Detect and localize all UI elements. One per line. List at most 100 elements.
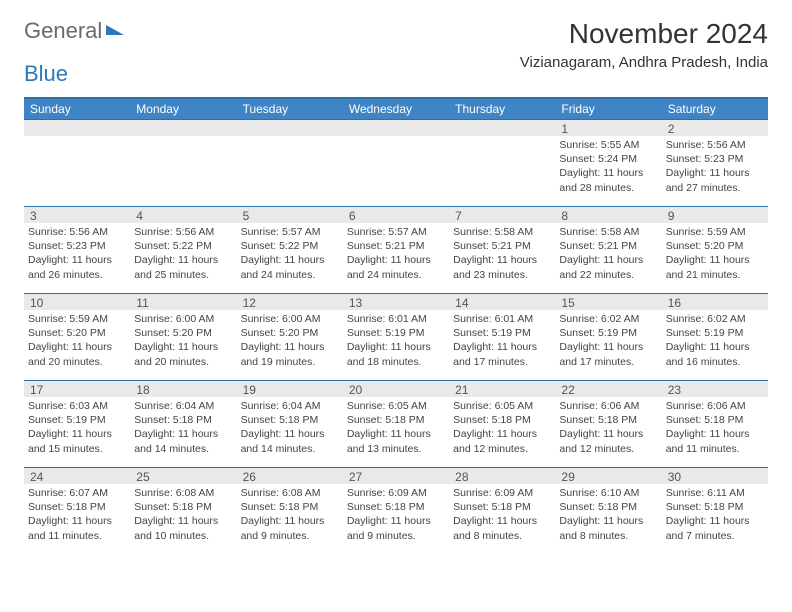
day-body: Sunrise: 6:08 AMSunset: 5:18 PMDaylight:… <box>237 484 343 546</box>
daylight-text: Daylight: 11 hours and 9 minutes. <box>241 514 339 542</box>
day-number: 4 <box>130 207 236 223</box>
day-number: 21 <box>449 381 555 397</box>
day-body: Sunrise: 6:00 AMSunset: 5:20 PMDaylight:… <box>237 310 343 372</box>
daylight-text: Daylight: 11 hours and 24 minutes. <box>241 253 339 281</box>
day-number: 1 <box>555 120 661 136</box>
day-number: 23 <box>662 381 768 397</box>
sunset-text: Sunset: 5:19 PM <box>28 413 126 427</box>
sunrise-text: Sunrise: 6:06 AM <box>666 399 764 413</box>
day-body: Sunrise: 5:59 AMSunset: 5:20 PMDaylight:… <box>662 223 768 285</box>
sunrise-text: Sunrise: 6:10 AM <box>559 486 657 500</box>
daylight-text: Daylight: 11 hours and 28 minutes. <box>559 166 657 194</box>
daylight-text: Daylight: 11 hours and 15 minutes. <box>28 427 126 455</box>
sunset-text: Sunset: 5:19 PM <box>666 326 764 340</box>
daylight-text: Daylight: 11 hours and 7 minutes. <box>666 514 764 542</box>
day-body: Sunrise: 6:03 AMSunset: 5:19 PMDaylight:… <box>24 397 130 459</box>
day-body: Sunrise: 6:09 AMSunset: 5:18 PMDaylight:… <box>449 484 555 546</box>
weekday-saturday: Saturday <box>662 99 768 119</box>
day-number: 7 <box>449 207 555 223</box>
daylight-text: Daylight: 11 hours and 13 minutes. <box>347 427 445 455</box>
sunset-text: Sunset: 5:19 PM <box>559 326 657 340</box>
day-body: Sunrise: 6:01 AMSunset: 5:19 PMDaylight:… <box>343 310 449 372</box>
sunrise-text: Sunrise: 6:07 AM <box>28 486 126 500</box>
sunset-text: Sunset: 5:18 PM <box>453 413 551 427</box>
day-body: Sunrise: 6:05 AMSunset: 5:18 PMDaylight:… <box>449 397 555 459</box>
daylight-text: Daylight: 11 hours and 14 minutes. <box>134 427 232 455</box>
sunset-text: Sunset: 5:22 PM <box>241 239 339 253</box>
sunset-text: Sunset: 5:20 PM <box>241 326 339 340</box>
daylight-text: Daylight: 11 hours and 11 minutes. <box>666 427 764 455</box>
day-cell: 9Sunrise: 5:59 AMSunset: 5:20 PMDaylight… <box>662 207 768 293</box>
day-cell: 8Sunrise: 5:58 AMSunset: 5:21 PMDaylight… <box>555 207 661 293</box>
sunrise-text: Sunrise: 6:04 AM <box>241 399 339 413</box>
day-number: 22 <box>555 381 661 397</box>
day-number: 9 <box>662 207 768 223</box>
sunset-text: Sunset: 5:18 PM <box>559 500 657 514</box>
daylight-text: Daylight: 11 hours and 12 minutes. <box>559 427 657 455</box>
day-body: Sunrise: 5:57 AMSunset: 5:21 PMDaylight:… <box>343 223 449 285</box>
day-cell: 28Sunrise: 6:09 AMSunset: 5:18 PMDayligh… <box>449 468 555 554</box>
day-cell <box>449 120 555 206</box>
day-number: 20 <box>343 381 449 397</box>
day-number: 24 <box>24 468 130 484</box>
calendar: SundayMondayTuesdayWednesdayThursdayFrid… <box>24 97 768 554</box>
sunset-text: Sunset: 5:19 PM <box>347 326 445 340</box>
calendar-page: General November 2024 Vizianagaram, Andh… <box>0 0 792 564</box>
day-body <box>237 136 343 204</box>
weekday-thursday: Thursday <box>449 99 555 119</box>
sunrise-text: Sunrise: 5:58 AM <box>453 225 551 239</box>
day-body: Sunrise: 6:09 AMSunset: 5:18 PMDaylight:… <box>343 484 449 546</box>
day-body: Sunrise: 5:58 AMSunset: 5:21 PMDaylight:… <box>449 223 555 285</box>
day-number: 25 <box>130 468 236 484</box>
day-cell: 23 Sunrise: 6:06 AMSunset: 5:18 PMDayligh… <box>662 381 768 467</box>
day-cell: 13Sunrise: 6:01 AMSunset: 5:19 PMDayligh… <box>343 294 449 380</box>
daylight-text: Daylight: 11 hours and 16 minutes. <box>666 340 764 368</box>
sunset-text: Sunset: 5:21 PM <box>559 239 657 253</box>
day-number <box>237 120 343 136</box>
sunset-text: Sunset: 5:19 PM <box>453 326 551 340</box>
day-cell: 16Sunrise: 6:02 AMSunset: 5:19 PMDayligh… <box>662 294 768 380</box>
weekday-monday: Monday <box>130 99 236 119</box>
week-row: 1Sunrise: 5:55 AMSunset: 5:24 PMDaylight… <box>24 119 768 206</box>
week-row: 3Sunrise: 5:56 AMSunset: 5:23 PMDaylight… <box>24 206 768 293</box>
day-cell: 17Sunrise: 6:03 AMSunset: 5:19 PMDayligh… <box>24 381 130 467</box>
day-cell: 21Sunrise: 6:05 AMSunset: 5:18 PMDayligh… <box>449 381 555 467</box>
sunset-text: Sunset: 5:18 PM <box>666 413 764 427</box>
sunrise-text: Sunrise: 6:06 AM <box>559 399 657 413</box>
daylight-text: Daylight: 11 hours and 19 minutes. <box>241 340 339 368</box>
day-body: Sunrise: 5:55 AMSunset: 5:24 PMDaylight:… <box>555 136 661 198</box>
day-number: 17 <box>24 381 130 397</box>
sunset-text: Sunset: 5:18 PM <box>28 500 126 514</box>
sunset-text: Sunset: 5:18 PM <box>666 500 764 514</box>
day-body: Sunrise: 5:57 AMSunset: 5:22 PMDaylight:… <box>237 223 343 285</box>
sunset-text: Sunset: 5:18 PM <box>559 413 657 427</box>
daylight-text: Daylight: 11 hours and 10 minutes. <box>134 514 232 542</box>
daylight-text: Daylight: 11 hours and 27 minutes. <box>666 166 764 194</box>
day-number <box>343 120 449 136</box>
day-number: 16 <box>662 294 768 310</box>
day-cell: 1Sunrise: 5:55 AMSunset: 5:24 PMDaylight… <box>555 120 661 206</box>
day-number: 5 <box>237 207 343 223</box>
day-body <box>24 136 130 204</box>
day-cell: 4Sunrise: 5:56 AMSunset: 5:22 PMDaylight… <box>130 207 236 293</box>
sunset-text: Sunset: 5:20 PM <box>134 326 232 340</box>
sunset-text: Sunset: 5:20 PM <box>666 239 764 253</box>
daylight-text: Daylight: 11 hours and 23 minutes. <box>453 253 551 281</box>
daylight-text: Daylight: 11 hours and 9 minutes. <box>347 514 445 542</box>
day-body <box>343 136 449 204</box>
daylight-text: Daylight: 11 hours and 24 minutes. <box>347 253 445 281</box>
day-number: 28 <box>449 468 555 484</box>
sunrise-text: Sunrise: 5:56 AM <box>666 138 764 152</box>
day-number: 30 <box>662 468 768 484</box>
daylight-text: Daylight: 11 hours and 8 minutes. <box>453 514 551 542</box>
day-body: Sunrise: 6:02 AMSunset: 5:19 PMDaylight:… <box>555 310 661 372</box>
sunrise-text: Sunrise: 5:57 AM <box>347 225 445 239</box>
sunrise-text: Sunrise: 6:00 AM <box>134 312 232 326</box>
day-body: Sunrise: 5:56 AMSunset: 5:22 PMDaylight:… <box>130 223 236 285</box>
sunrise-text: Sunrise: 6:01 AM <box>453 312 551 326</box>
day-cell: 11Sunrise: 6:00 AMSunset: 5:20 PMDayligh… <box>130 294 236 380</box>
week-row: 10Sunrise: 5:59 AMSunset: 5:20 PMDayligh… <box>24 293 768 380</box>
sunrise-text: Sunrise: 6:00 AM <box>241 312 339 326</box>
day-cell: 20Sunrise: 6:05 AMSunset: 5:18 PMDayligh… <box>343 381 449 467</box>
daylight-text: Daylight: 11 hours and 8 minutes. <box>559 514 657 542</box>
